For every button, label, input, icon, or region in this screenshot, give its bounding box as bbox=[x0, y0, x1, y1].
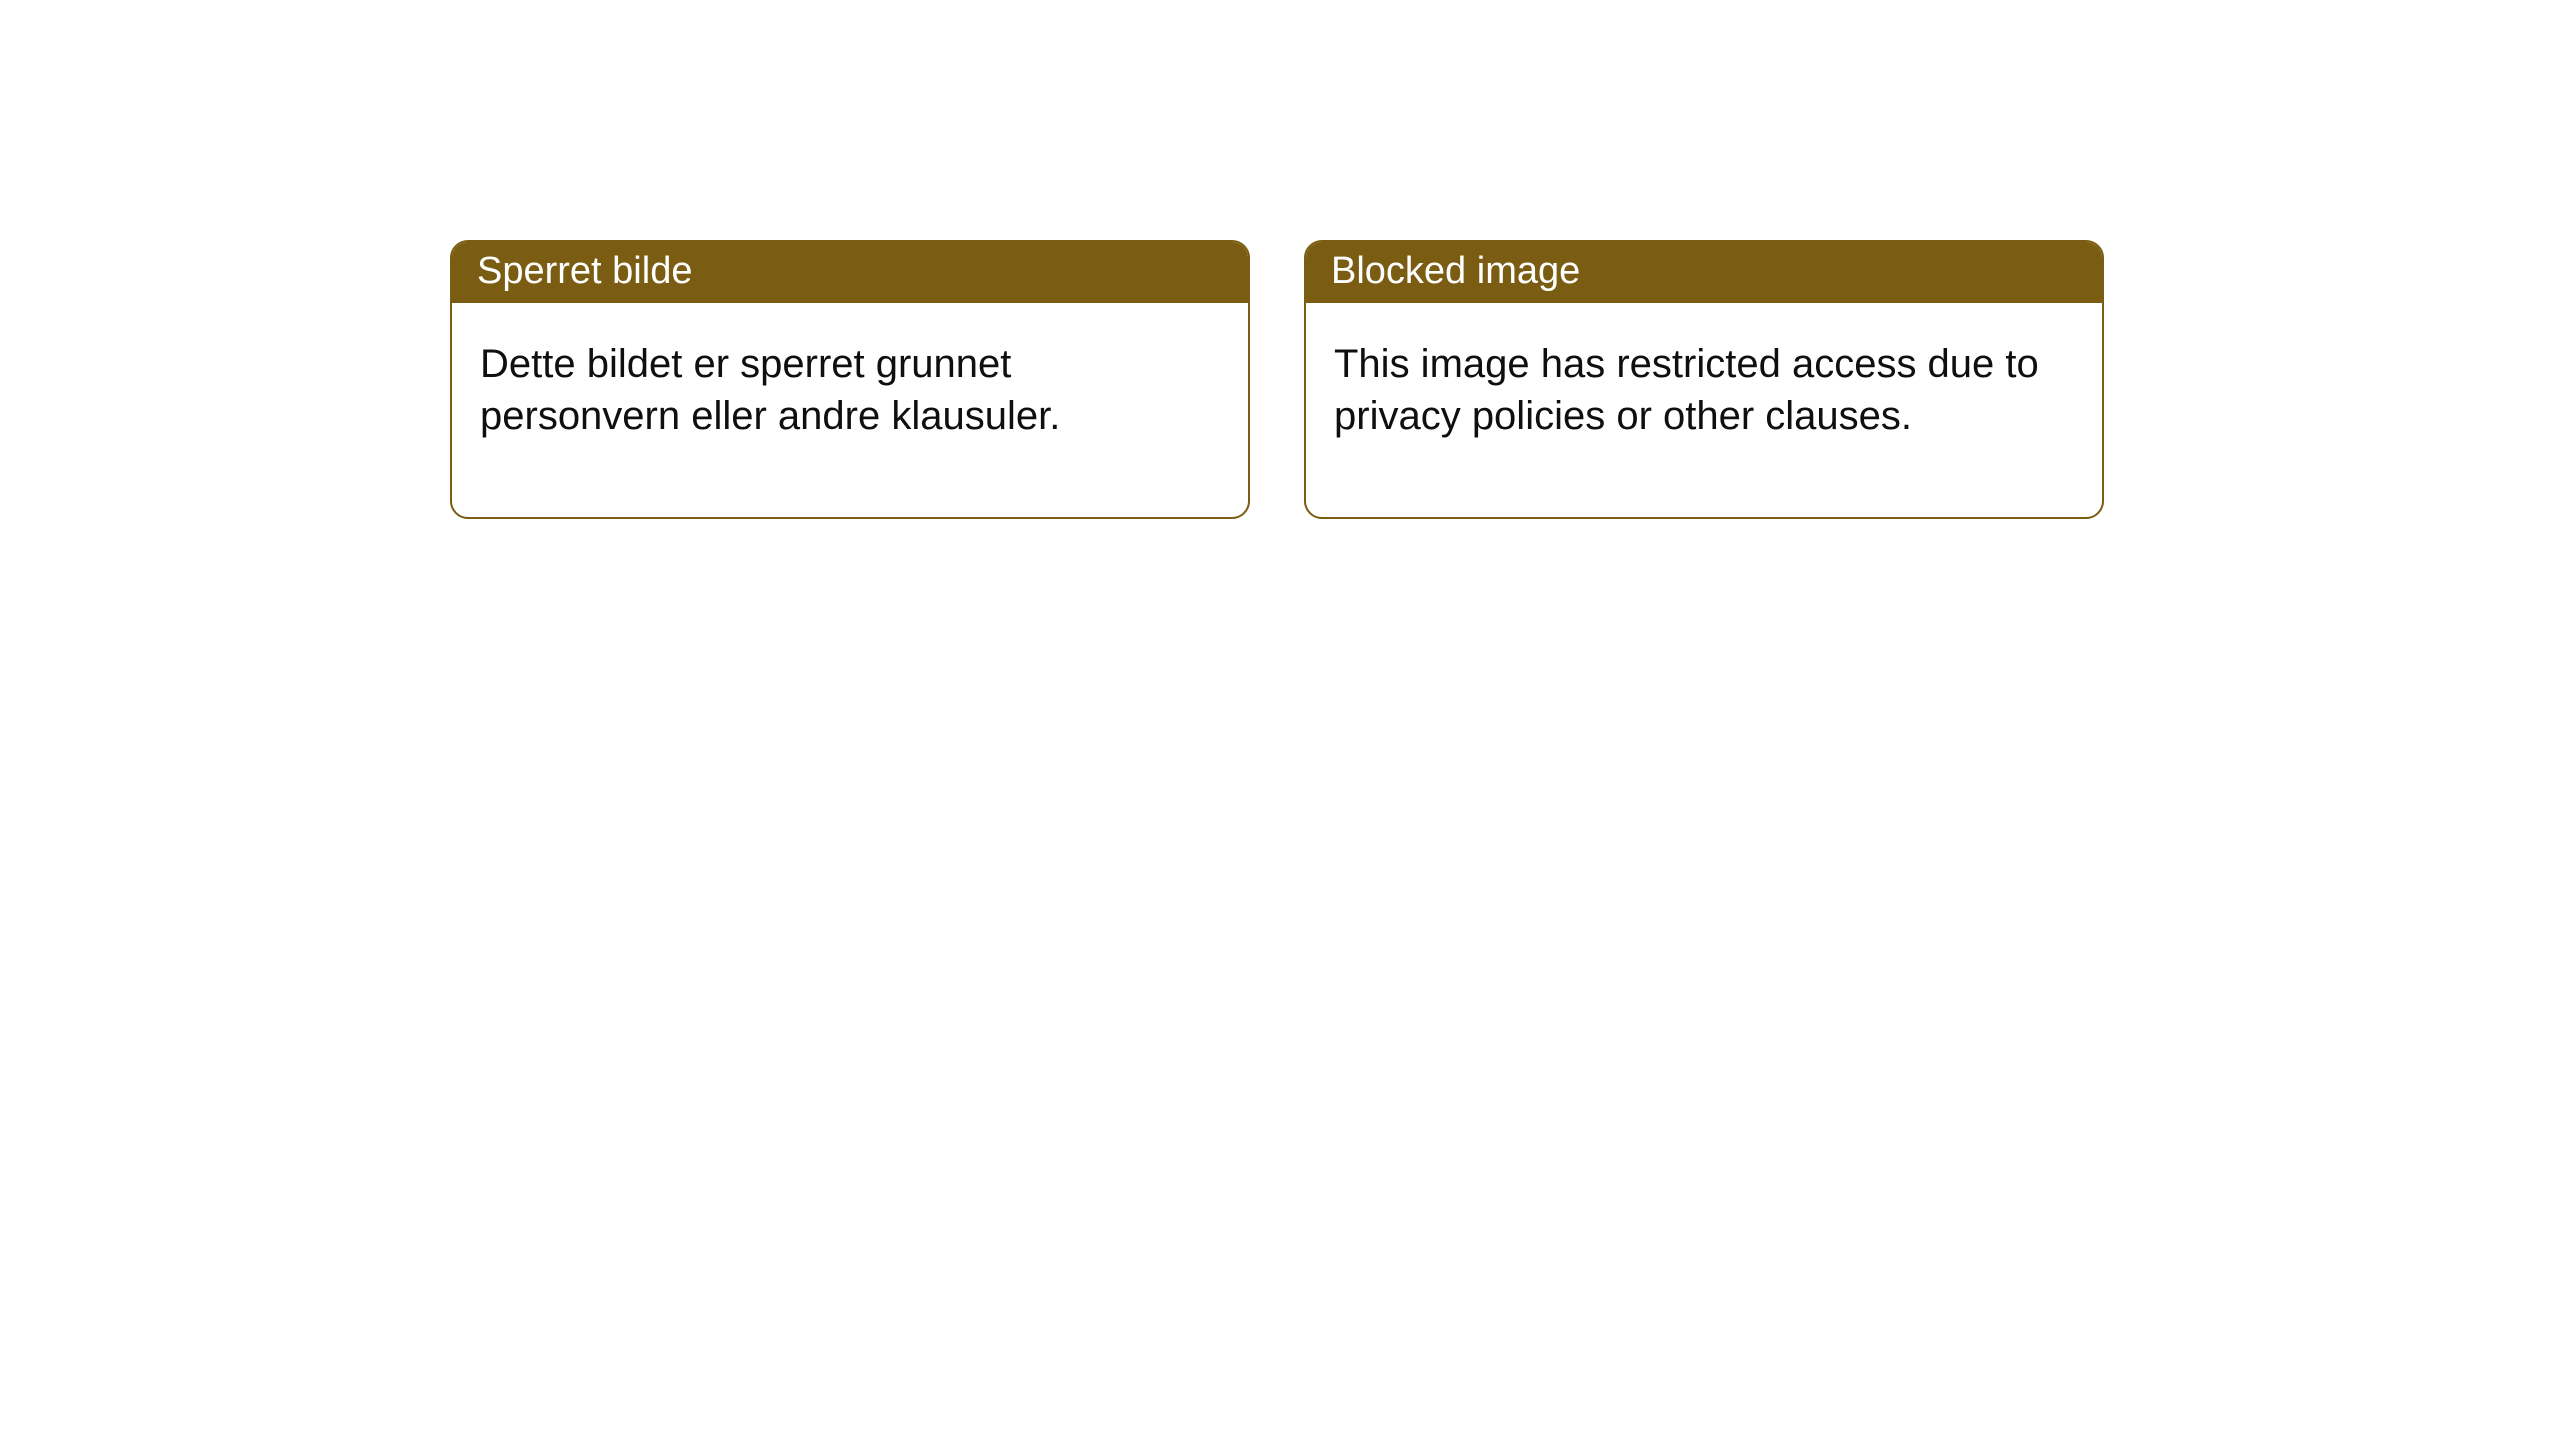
notice-container: Sperret bilde Dette bildet er sperret gr… bbox=[0, 0, 2560, 519]
notice-body: Dette bildet er sperret grunnet personve… bbox=[452, 303, 1248, 517]
notice-header: Sperret bilde bbox=[452, 242, 1248, 303]
notice-box-english: Blocked image This image has restricted … bbox=[1304, 240, 2104, 519]
notice-header: Blocked image bbox=[1306, 242, 2102, 303]
notice-body: This image has restricted access due to … bbox=[1306, 303, 2102, 517]
notice-box-norwegian: Sperret bilde Dette bildet er sperret gr… bbox=[450, 240, 1250, 519]
